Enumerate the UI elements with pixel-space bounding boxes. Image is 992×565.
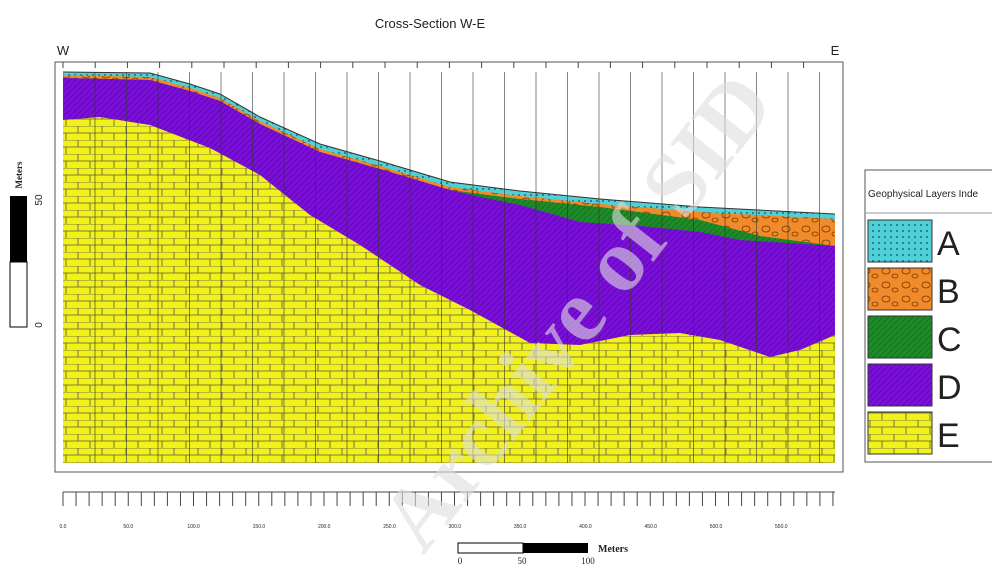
legend-label: E: [937, 417, 960, 455]
legend-label: C: [937, 321, 962, 359]
x-axis-label: 500.0: [710, 524, 723, 530]
scale-black: [523, 543, 588, 553]
x-axis-label: 100.0: [187, 524, 200, 530]
scale-black: [10, 196, 27, 262]
vertical-scale-unit: Meters: [14, 161, 24, 188]
x-axis-label: 200.0: [318, 524, 331, 530]
legend-swatch: [868, 268, 932, 310]
x-axis-label: 450.0: [644, 524, 657, 530]
legend-swatch: [868, 220, 932, 262]
horizontal-scale-label: 50: [518, 556, 528, 565]
x-axis-label: 400.0: [579, 524, 592, 530]
horizontal-scale: Meters 0 50 100: [458, 543, 628, 565]
scale-white: [458, 543, 523, 553]
legend-label: B: [937, 273, 960, 311]
legend-label: A: [937, 225, 960, 263]
x-axis-label: 0.0: [60, 524, 67, 530]
vertical-scale-label: 50: [34, 194, 45, 206]
legend-title: Geophysical Layers Inde: [868, 189, 979, 200]
vertical-scale: Meters 50 0: [10, 161, 45, 328]
top-ruler: [63, 62, 804, 68]
horizontal-scale-label: 100: [581, 556, 595, 565]
title: Cross-Section W-E: [375, 16, 486, 31]
horizontal-scale-label: 0: [458, 556, 463, 565]
vertical-scale-label: 0: [34, 322, 45, 328]
scale-white: [10, 262, 27, 327]
west-label: W: [57, 43, 70, 58]
legend-swatch: [868, 412, 932, 454]
legend-swatch: [868, 316, 932, 358]
legend-label: D: [937, 369, 962, 407]
east-label: E: [831, 43, 840, 58]
x-axis-label: 550.0: [775, 524, 788, 530]
x-axis-label: 150.0: [253, 524, 266, 530]
cross-section-figure: Cross-Section W-E W E 0.0 50.0 100.0 150.0 2…: [0, 0, 992, 565]
x-axis-label: 50.0: [123, 524, 133, 530]
legend-swatch: [868, 364, 932, 406]
x-axis-label: 350.0: [514, 524, 527, 530]
horizontal-scale-unit: Meters: [598, 544, 628, 555]
